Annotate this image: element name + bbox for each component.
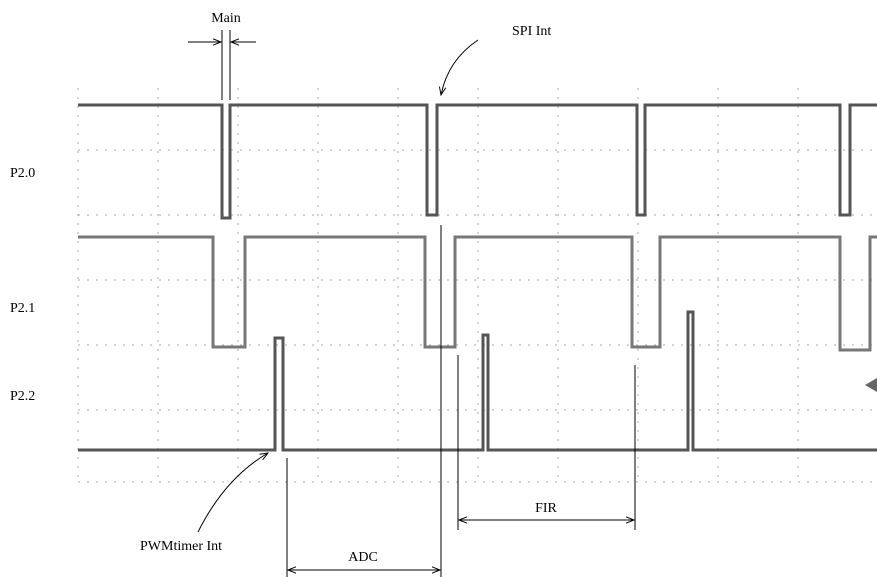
- p21-label: P2.1: [10, 301, 35, 316]
- fir-label: FIR: [535, 501, 557, 516]
- scope-figure: Main SPI Int P2.0 P2.1 P2.2 PWMtimer Int…: [0, 0, 877, 577]
- main-label: Main: [211, 11, 241, 26]
- p22-label: P2.2: [10, 389, 35, 404]
- grid: [78, 88, 877, 482]
- p20-label: P2.0: [10, 166, 35, 181]
- adc-label: ADC: [348, 550, 378, 565]
- pwm-int-label: PWMtimer Int: [140, 539, 222, 554]
- trace-p21: [78, 237, 877, 350]
- spi-int-label: SPI Int: [512, 24, 551, 39]
- trigger-marker: [865, 378, 877, 392]
- annotations: [188, 30, 635, 577]
